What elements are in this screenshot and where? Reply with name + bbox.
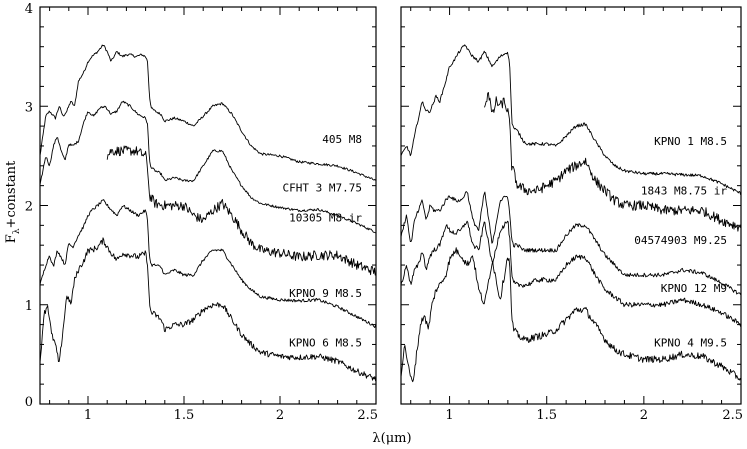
spectrum-label: CFHT 3 M7.75: [283, 182, 362, 195]
y-axis-title-subscript: λ: [12, 228, 22, 234]
y-tick-label: 0: [25, 395, 33, 410]
spectrum-label: 405 M8: [322, 133, 362, 146]
y-axis-title: Fλ+constant: [4, 160, 22, 243]
spectrum-line: [39, 44, 376, 181]
y-axis-title-main: F: [4, 234, 19, 243]
y-axis-title-rest: +constant: [4, 160, 19, 228]
y-tick-label: 3: [25, 100, 33, 115]
spectrum-label: KPNO 9 M8.5: [289, 287, 362, 300]
spectrum-line: [39, 100, 376, 234]
spectrum-line: [39, 237, 377, 382]
spectrum-label: 04574903 M9.25: [634, 234, 727, 247]
y-tick-label: 4: [25, 2, 33, 17]
spectrum-label: KPNO 4 M9.5: [654, 336, 727, 349]
right-panel: 1 1.5 2 2.5 KPNO 1 M8.5 1843 M8.75 ir 04574903…: [400, 6, 743, 423]
x-tick-label: 2: [640, 408, 648, 423]
x-tick-label: 1: [445, 408, 453, 423]
x-tick-label: 1: [84, 408, 92, 423]
x-tick-label: 1.5: [174, 408, 195, 423]
spectrum-label: KPNO 6 M8.5: [289, 336, 362, 349]
spectrum-line: [400, 44, 742, 195]
left-panel: 1 1.5 2 2.5 0 1 2 3 4 405 M8 CFHT 3 M7.75 10305 M8 …: [25, 2, 378, 423]
spectrum-label: KPNO 12 M9: [661, 282, 727, 295]
spectrum-line: [39, 199, 377, 328]
x-tick-label: 2.5: [722, 408, 743, 423]
spectrum-label: 1843 M8.75 ir: [641, 185, 727, 198]
spectrum-label: KPNO 1 M8.5: [654, 135, 727, 148]
x-axis-title: λ(μm): [372, 431, 411, 446]
spectrum-line: [400, 247, 742, 383]
x-tick-label: 2: [276, 408, 284, 423]
y-tick-label: 1: [25, 299, 33, 314]
spectrum-line: [400, 191, 742, 295]
spectrum-line: [400, 220, 742, 327]
x-tick-label: 2.5: [357, 408, 378, 423]
y-tick-label: 2: [25, 200, 33, 215]
spectrum-line: [484, 92, 742, 232]
spectrum-line: [106, 145, 376, 276]
spectrum-label: 10305 M8 ir: [289, 211, 362, 224]
x-tick-label: 1.5: [536, 408, 557, 423]
